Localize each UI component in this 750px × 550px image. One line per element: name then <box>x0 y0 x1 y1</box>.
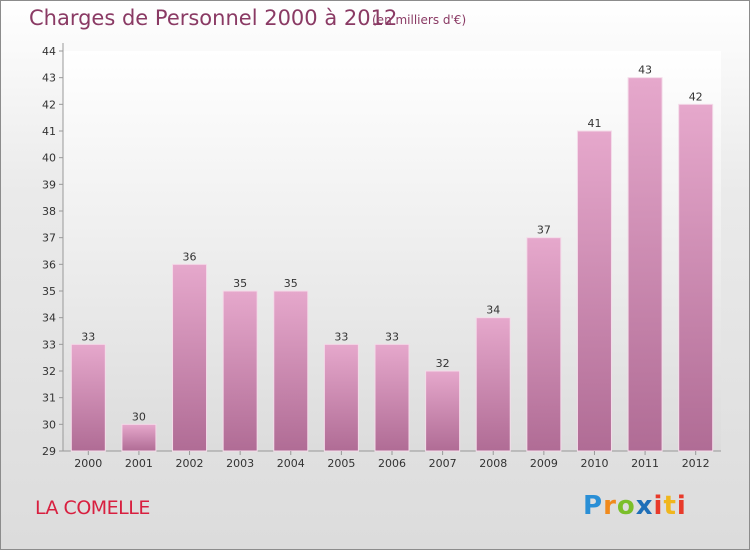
chart-subtitle: (en milliers d'€) <box>372 13 467 27</box>
bar-value-label: 30 <box>132 410 146 423</box>
x-tick-label: 2001 <box>125 457 153 470</box>
x-tick-label: 2004 <box>277 457 305 470</box>
y-tick-label: 32 <box>42 365 56 378</box>
bar-2000[interactable] <box>70 343 106 452</box>
bar-2008[interactable] <box>475 317 511 452</box>
bar-value-label: 33 <box>385 330 399 343</box>
bar-value-label: 37 <box>537 224 551 237</box>
bar-2003[interactable] <box>222 290 258 452</box>
bar-2010[interactable] <box>576 130 612 452</box>
bar-value-label: 42 <box>689 90 703 103</box>
bar-2006[interactable] <box>374 343 410 452</box>
bar-value-label: 32 <box>436 357 450 370</box>
bar-2012[interactable] <box>678 103 714 452</box>
bar-value-label: 34 <box>486 304 500 317</box>
bar-2001[interactable] <box>121 423 157 452</box>
y-tick-label: 33 <box>42 338 56 351</box>
x-tick-label: 2006 <box>378 457 406 470</box>
x-tick-label: 2000 <box>74 457 102 470</box>
bar-2009[interactable] <box>526 237 562 452</box>
bar-value-label: 35 <box>284 277 298 290</box>
x-tick-label: 2007 <box>429 457 457 470</box>
chart-title: Charges de Personnel 2000 à 2012 <box>29 6 398 30</box>
y-tick-label: 30 <box>42 418 56 431</box>
y-tick-label: 43 <box>42 72 56 85</box>
y-tick-label: 38 <box>42 205 56 218</box>
bar-value-label: 43 <box>638 64 652 77</box>
x-tick-label: 2012 <box>682 457 710 470</box>
y-tick-label: 39 <box>42 178 56 191</box>
x-tick-label: 2009 <box>530 457 558 470</box>
bar-2005[interactable] <box>323 343 359 452</box>
bar-value-label: 41 <box>587 117 601 130</box>
y-tick-label: 31 <box>42 392 56 405</box>
bar-value-label: 36 <box>183 250 197 263</box>
x-tick-label: 2008 <box>479 457 507 470</box>
x-tick-label: 2010 <box>580 457 608 470</box>
y-tick-label: 34 <box>42 312 56 325</box>
x-tick-label: 2005 <box>327 457 355 470</box>
bar-2004[interactable] <box>273 290 309 452</box>
x-tick-label: 2003 <box>226 457 254 470</box>
bar-value-label: 33 <box>81 330 95 343</box>
bar-2002[interactable] <box>172 263 208 452</box>
x-tick-label: 2002 <box>176 457 204 470</box>
y-tick-label: 41 <box>42 125 56 138</box>
bar-value-label: 35 <box>233 277 247 290</box>
y-tick-label: 44 <box>42 45 56 58</box>
bar-value-label: 33 <box>334 330 348 343</box>
bar-2007[interactable] <box>425 370 461 452</box>
y-tick-label: 29 <box>42 445 56 458</box>
commune-name: LA COMELLE <box>35 497 150 519</box>
x-tick-label: 2011 <box>631 457 659 470</box>
y-tick-label: 40 <box>42 152 56 165</box>
y-tick-label: 42 <box>42 98 56 111</box>
y-tick-label: 37 <box>42 232 56 245</box>
y-tick-label: 35 <box>42 285 56 298</box>
y-tick-label: 36 <box>42 258 56 271</box>
bar-2011[interactable] <box>627 77 663 452</box>
proxiti-logo[interactable]: Proxiti <box>583 491 687 521</box>
